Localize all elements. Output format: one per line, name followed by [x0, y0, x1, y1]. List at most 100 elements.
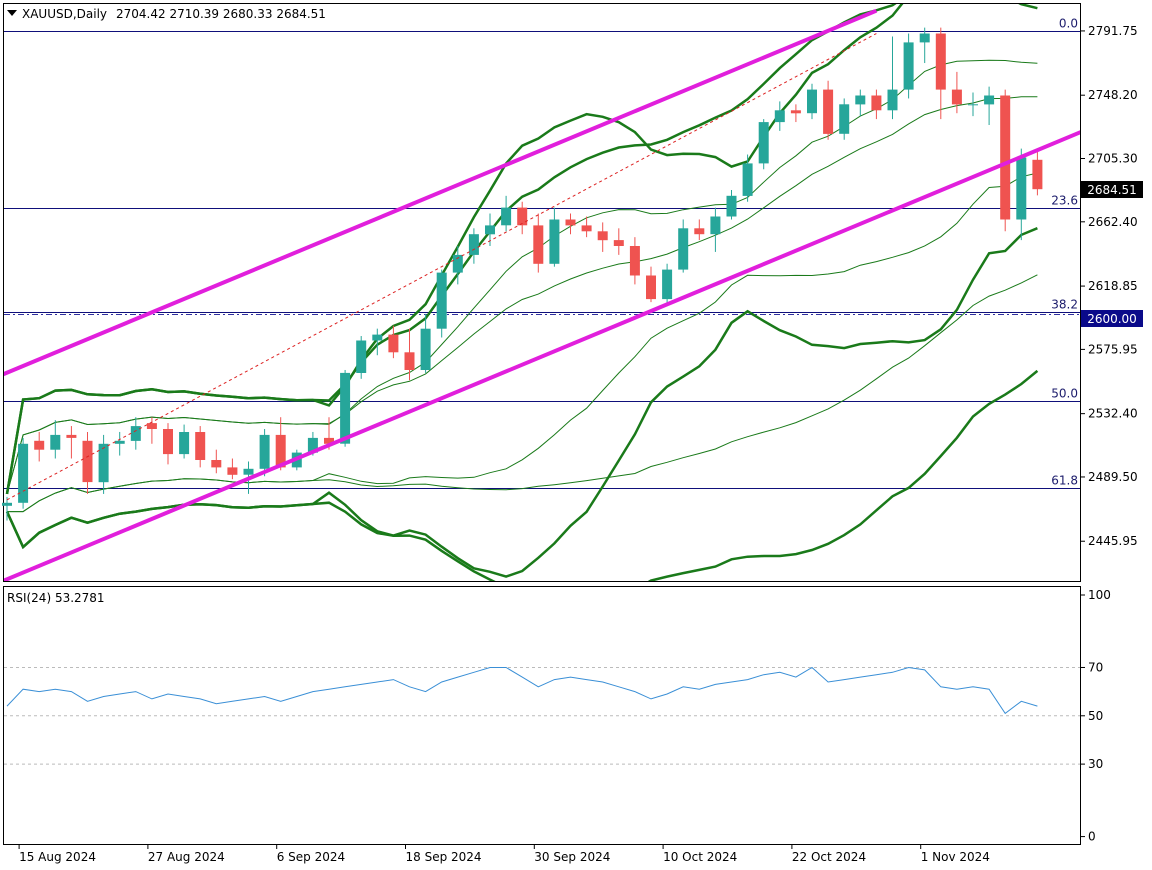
bull-candle-body [742, 163, 753, 196]
bear-candle-body [1032, 159, 1043, 190]
main-pane-frame [3, 3, 1081, 582]
rsi-tick-label: 30 [1088, 757, 1103, 771]
bull-candle-body [968, 104, 978, 106]
price-axis: 2791.75 2748.20 2705.30 2662.40 2618.85 2575.… [1080, 24, 1138, 548]
bull-candle-body [340, 372, 351, 444]
channel-lower-line [4, 130, 1080, 581]
time-tick-label: 18 Sep 2024 [406, 850, 482, 864]
bear-candle-body [82, 440, 93, 483]
rsi-pane: 100 70 50 30 0 [4, 588, 1111, 844]
bull-candle-body [485, 225, 495, 235]
fib-level-label: 38.2 [1051, 298, 1078, 312]
bull-candle-body [549, 219, 560, 264]
bear-candle-body [195, 432, 206, 460]
bear-candle-body [951, 89, 962, 105]
rsi-label: RSI(24) 53.2781 [7, 591, 105, 605]
price-tick-label: 2489.50 [1088, 470, 1138, 484]
bull-candle-body [726, 195, 737, 217]
ohlc-values: 2704.42 2710.39 2680.33 2684.51 [116, 7, 326, 21]
time-tick-label: 30 Sep 2024 [534, 850, 610, 864]
bear-candle-body [163, 429, 173, 455]
bear-candle-body [404, 352, 415, 370]
bull-candle-body [774, 110, 785, 123]
symbol-label: XAUUSD,Daily [22, 7, 107, 21]
level-price-label: 2600.00 [1087, 312, 1137, 326]
symbol-menu-triangle-icon[interactable] [7, 10, 17, 16]
bear-candle-body [146, 423, 157, 429]
time-tick-label: 15 Aug 2024 [19, 850, 96, 864]
time-tick-label: 22 Oct 2024 [792, 850, 866, 864]
bull-candle-body [130, 426, 141, 441]
bear-candle-body [211, 460, 222, 468]
bear-candle-body [790, 110, 801, 114]
bear-candle-body [871, 95, 882, 111]
bear-candle-body [694, 228, 705, 235]
bull-candle-body [984, 95, 995, 105]
bear-candle-body [227, 467, 238, 475]
rsi-line [6, 666, 1038, 715]
bear-candle-body [275, 434, 286, 468]
bull-candle-body [18, 443, 29, 503]
price-tick-label: 2445.95 [1088, 534, 1138, 548]
fib-level-label: 61.8 [1051, 474, 1078, 488]
bull-candle-body [710, 216, 721, 235]
trend-channel[interactable] [0, 8, 1110, 606]
bull-candle-body [2, 502, 12, 506]
channel-upper-line [4, 8, 878, 377]
bull-candle-body [855, 95, 866, 105]
bull-candle-body [678, 228, 689, 270]
time-tick-label: 27 Aug 2024 [148, 850, 225, 864]
bear-candle-body [646, 275, 656, 300]
bear-candle-body [823, 89, 834, 134]
bull-candle-body [807, 89, 817, 114]
bear-candle-body [66, 434, 77, 438]
bull-candle-body [114, 440, 125, 444]
bull-candle-body [919, 33, 930, 43]
price-tick-label: 2748.20 [1088, 88, 1138, 102]
bull-candle-body [356, 340, 367, 373]
fib-level-label: 50.0 [1051, 387, 1078, 401]
time-tick-label: 1 Nov 2024 [921, 850, 990, 864]
time-tick-label: 6 Sep 2024 [277, 850, 345, 864]
bull-candle-body [420, 328, 431, 370]
bear-candle-body [388, 334, 399, 353]
rsi-tick-label: 100 [1088, 588, 1111, 602]
bear-candle-body [517, 207, 528, 226]
price-tick-label: 2791.75 [1088, 24, 1138, 38]
price-tick-label: 2532.40 [1088, 407, 1138, 421]
bull-candle-body [307, 437, 318, 453]
rsi-tick-label: 70 [1088, 660, 1103, 674]
bear-candle-body [533, 225, 544, 264]
last-price-tag [1081, 181, 1143, 198]
rsi-tick-label: 0 [1088, 830, 1096, 844]
bull-candle-body [903, 42, 914, 90]
bear-candle-body [935, 33, 946, 90]
price-tick-label: 2575.95 [1088, 342, 1138, 356]
bull-candle-body [468, 234, 479, 255]
bull-candle-body [662, 269, 673, 300]
bear-candle-body [1000, 95, 1011, 220]
bear-candle-body [613, 240, 624, 246]
bear-candle-body [597, 231, 608, 241]
bull-candle-body [98, 443, 109, 483]
fib-level-label: 23.6 [1051, 194, 1078, 208]
time-tick-label: 10 Oct 2024 [663, 850, 737, 864]
bollinger-lower-line [5, 369, 1039, 581]
bull-candle-body [179, 432, 190, 455]
bull-candle-body [887, 89, 898, 111]
bull-candle-body [436, 272, 447, 329]
bull-candle-body [372, 334, 383, 341]
fib-levels: 0.0 23.6 38.2 50.0 61.8 [4, 17, 1080, 489]
bear-candle-body [581, 225, 592, 232]
bull-candle-body [501, 207, 512, 226]
price-tick-label: 2662.40 [1088, 215, 1138, 229]
fib-anchor-line [6, 33, 877, 501]
bull-candle-body [1016, 157, 1027, 220]
price-tick-label: 2705.30 [1088, 152, 1138, 166]
bollinger-upper-line [6, 96, 1038, 495]
bull-candle-body [50, 434, 61, 450]
rsi-tick-label: 50 [1088, 709, 1103, 723]
level-price-tag [1081, 310, 1143, 327]
bear-candle-body [324, 437, 334, 444]
